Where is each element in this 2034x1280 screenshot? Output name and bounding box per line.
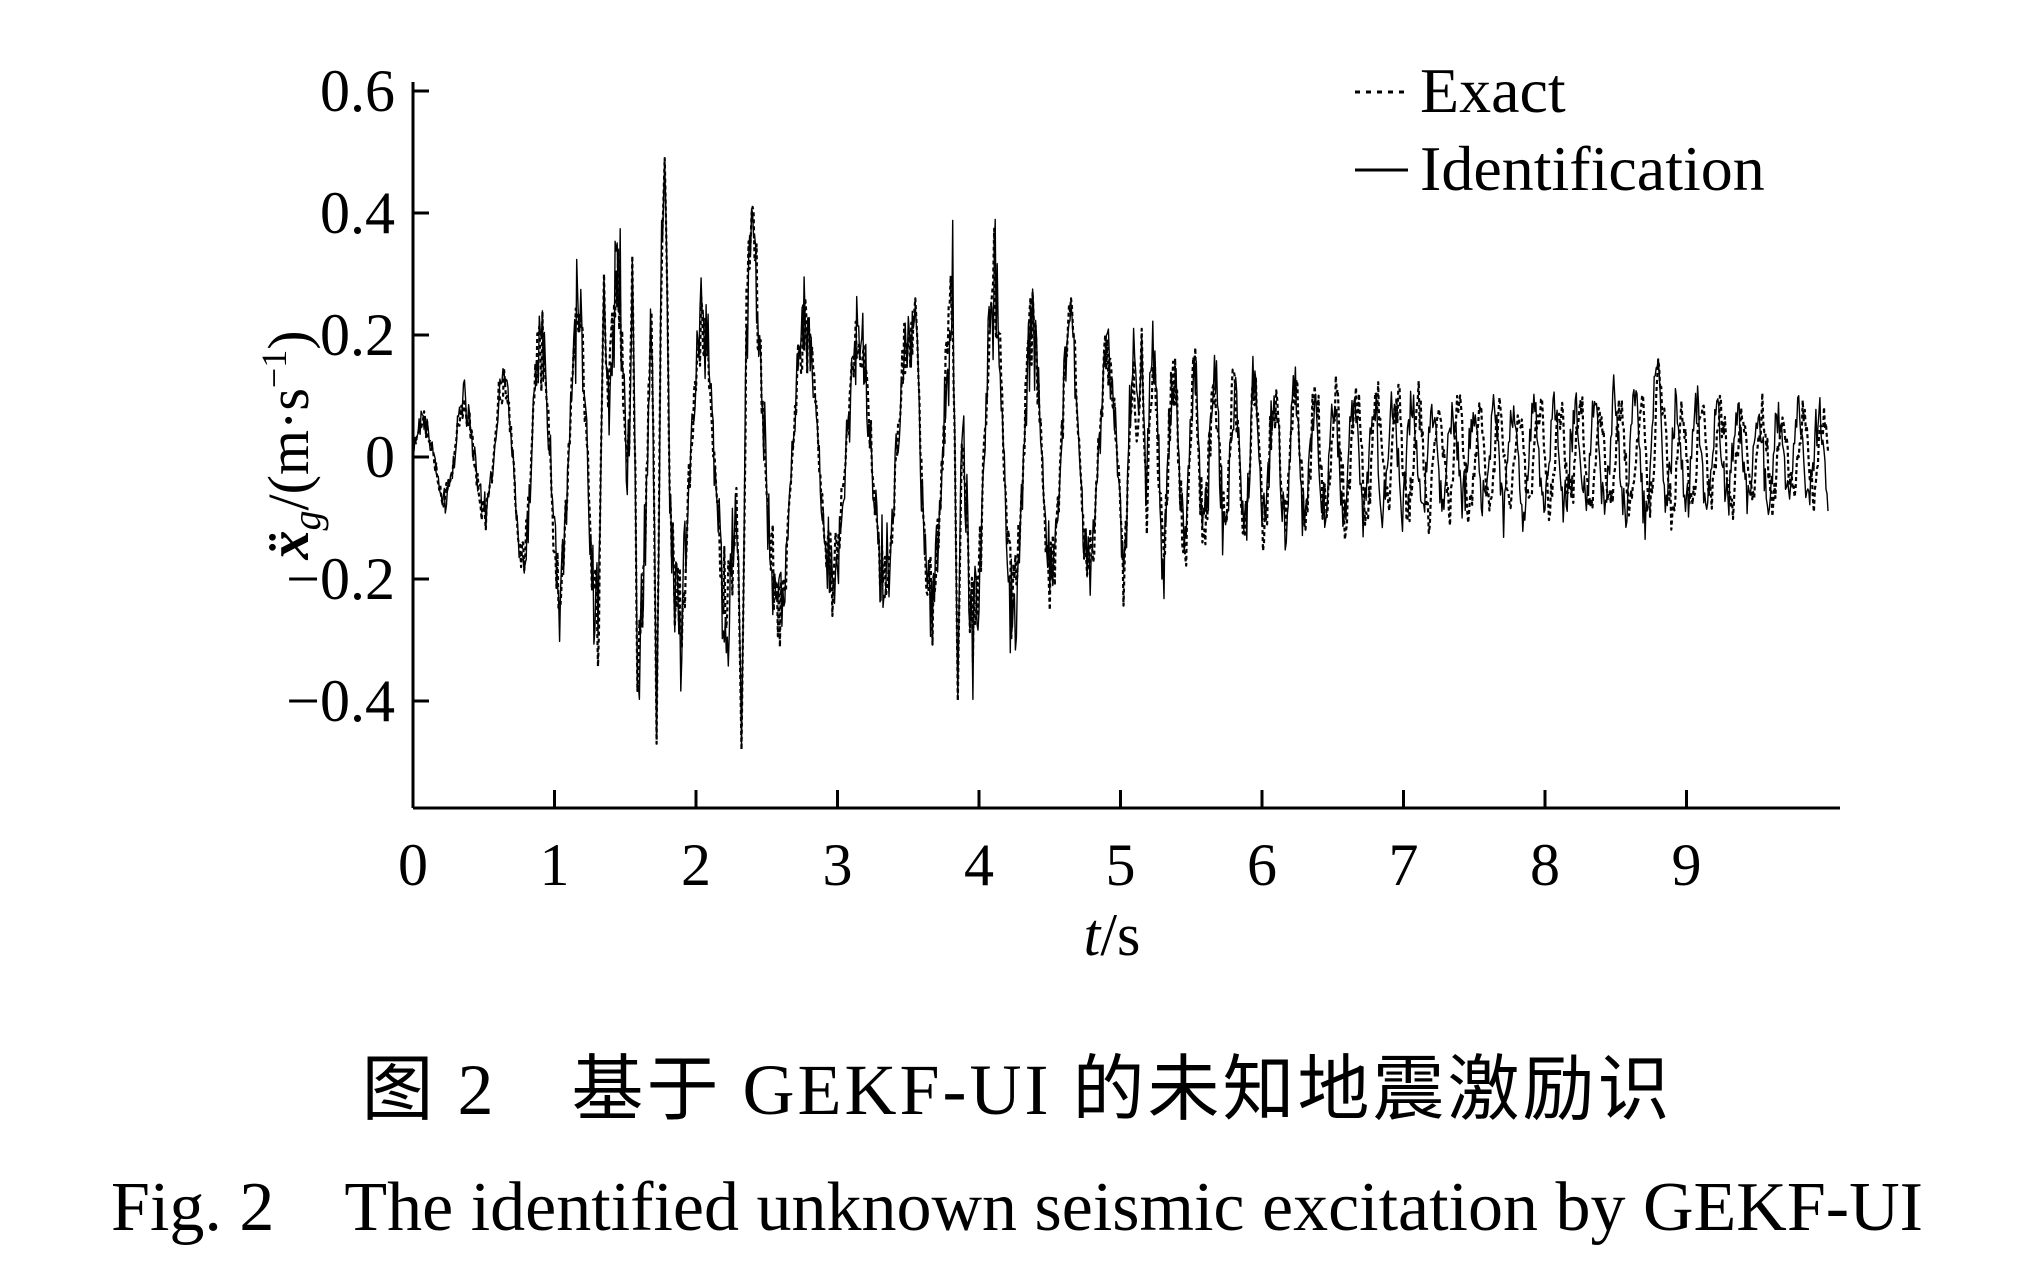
y-axis-label: ẍg/(m·s−1): [254, 330, 329, 560]
x-tick-label: 1: [540, 832, 570, 898]
y-label-unit-pre: /(m·s: [256, 388, 321, 510]
y-tick-label: 0.4: [320, 180, 395, 246]
y-tick-label: −0.2: [286, 546, 395, 612]
series-layer: [411, 157, 1830, 751]
series-line-identification: [412, 163, 1829, 745]
y-tick-label: −0.4: [286, 668, 395, 734]
legend-exact-label: Exact: [1420, 55, 1566, 126]
x-tick-label: 4: [964, 832, 994, 898]
y-label-unit-sup: −1: [254, 350, 294, 388]
x-tick-label: 9: [1672, 832, 1702, 898]
caption-english: Fig. 2 The identified unknown seismic ex…: [111, 1169, 1923, 1246]
y-ticks: 0.6 0.4 0.2 0 −0.2 −0.4: [286, 58, 429, 734]
x-tick-label: 5: [1106, 832, 1136, 898]
y-label-sub: g: [284, 511, 329, 531]
x-tick-label: 3: [823, 832, 853, 898]
x-tick-label: 6: [1247, 832, 1277, 898]
x-tick-label: 7: [1389, 832, 1419, 898]
x-axis-label: t/s: [1084, 902, 1141, 968]
y-label-unit-post: ): [256, 330, 321, 349]
x-label-unit: /s: [1100, 902, 1140, 968]
y-label-var: ẍ: [256, 531, 321, 561]
y-tick-label: 0: [365, 424, 395, 490]
legend: Exact Identification: [1355, 55, 1765, 204]
y-tick-label: 0.2: [320, 302, 395, 368]
x-ticks: 0 1 2 3 4 5 6 7 8 9: [398, 790, 1702, 898]
x-label-var: t: [1084, 902, 1102, 968]
x-tick-label: 0: [398, 832, 428, 898]
x-tick-label: 8: [1530, 832, 1560, 898]
legend-identification-label: Identification: [1420, 133, 1765, 204]
caption-chinese: 图 2 基于 GEKF-UI 的未知地震激励识: [361, 1050, 1673, 1130]
y-tick-label: 0.6: [320, 58, 395, 124]
x-tick-label: 2: [681, 832, 711, 898]
